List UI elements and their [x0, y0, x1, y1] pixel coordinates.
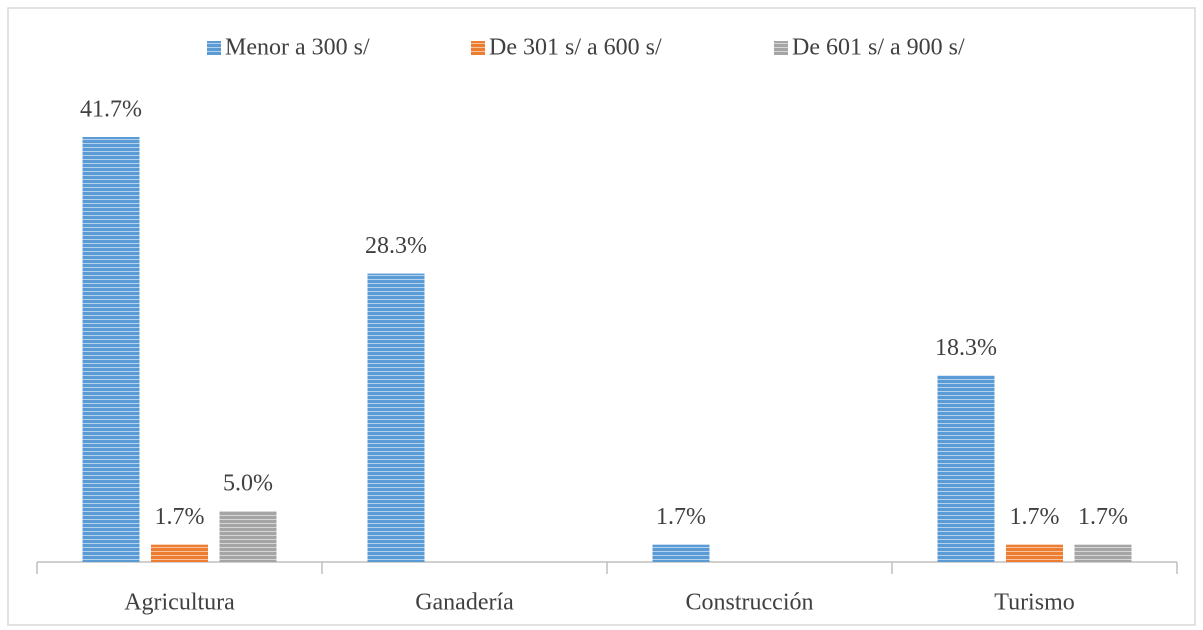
- chart-frame: [7, 7, 1196, 626]
- data-label: 1.7%: [656, 504, 706, 530]
- bar: [82, 137, 140, 562]
- legend-label: Menor a 300 s/: [225, 35, 370, 61]
- x-tick-label: Agricultura: [124, 590, 235, 616]
- bar: [367, 273, 425, 562]
- data-label: 28.3%: [365, 233, 427, 259]
- legend-swatch: [774, 41, 788, 55]
- x-tick-label: Turismo: [994, 590, 1074, 616]
- data-label: 18.3%: [935, 335, 997, 361]
- x-tick-label: Ganadería: [415, 590, 514, 616]
- data-label: 1.7%: [155, 504, 205, 530]
- legend-item: Menor a 300 s/: [207, 35, 370, 61]
- legend-item: De 601 s/ a 900 s/: [774, 35, 965, 61]
- legend-swatch: [207, 41, 221, 55]
- legend-label: De 301 s/ a 600 s/: [489, 35, 662, 61]
- bar: [219, 511, 277, 562]
- legend-swatch: [471, 41, 485, 55]
- bar: [1074, 544, 1132, 562]
- bar: [652, 544, 710, 562]
- data-label: 1.7%: [1010, 504, 1060, 530]
- bar: [1006, 544, 1063, 562]
- data-label: 41.7%: [80, 97, 142, 123]
- data-label: 1.7%: [1078, 504, 1128, 530]
- bar: [151, 544, 208, 562]
- legend-label: De 601 s/ a 900 s/: [792, 35, 965, 61]
- legend-item: De 301 s/ a 600 s/: [471, 35, 662, 61]
- x-tick-label: Construcción: [686, 590, 814, 616]
- bar: [937, 375, 995, 562]
- data-label: 5.0%: [223, 471, 273, 497]
